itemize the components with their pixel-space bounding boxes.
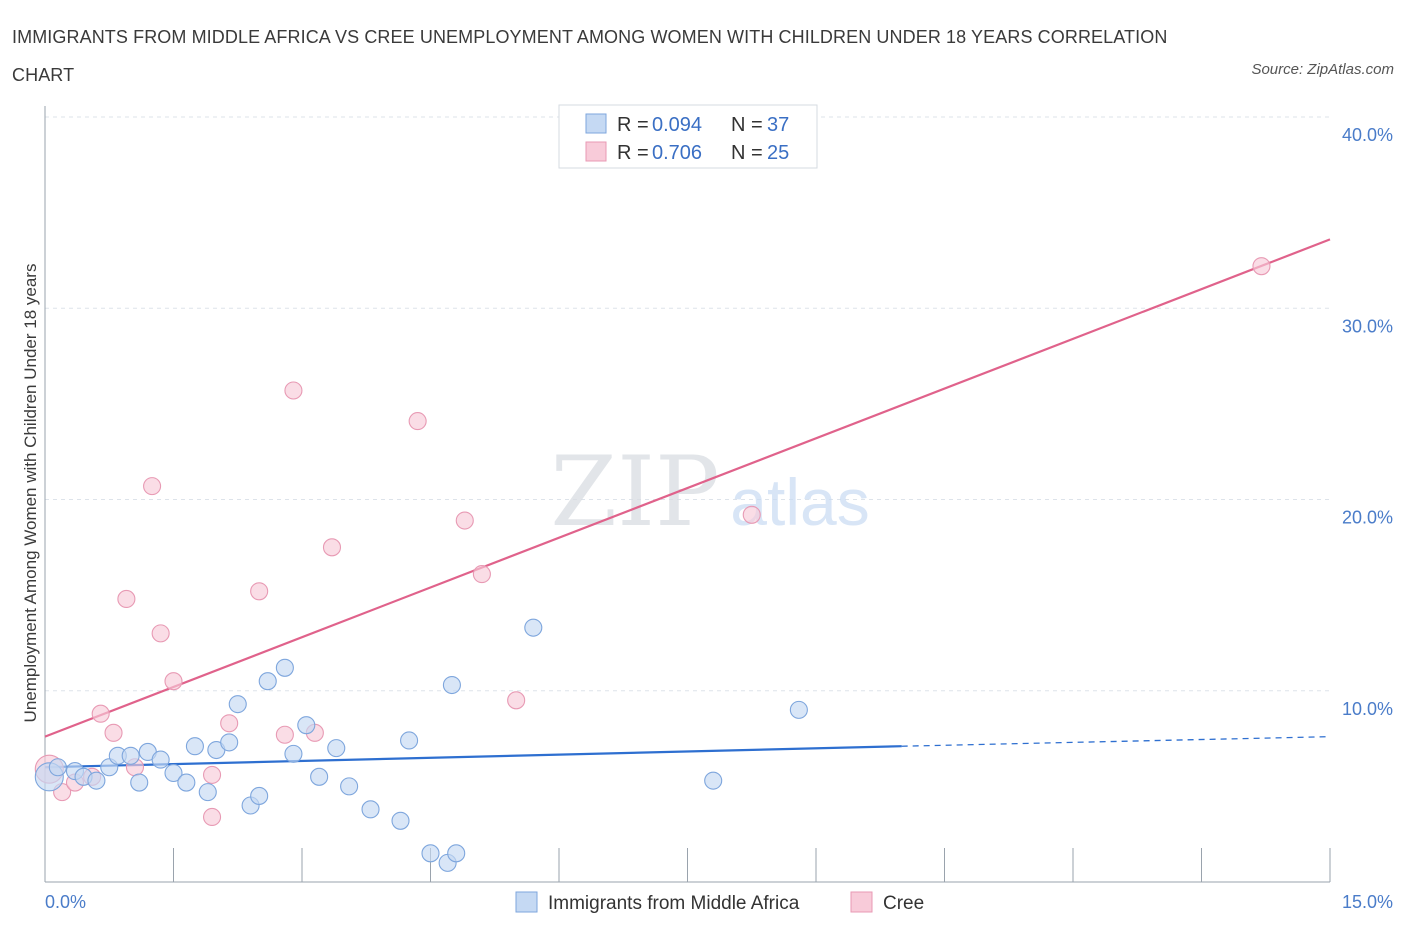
data-point-blue	[130, 773, 149, 792]
axes	[44, 106, 1331, 883]
trend-lines	[44, 238, 1331, 769]
data-point-blue	[447, 844, 466, 863]
data-point-blue	[327, 739, 346, 758]
data-point-pink	[220, 714, 239, 733]
watermark: ZIP atlas	[550, 436, 869, 548]
data-point-blue	[391, 811, 410, 830]
data-point-blue	[228, 695, 247, 714]
data-point-blue	[524, 618, 543, 637]
gridlines	[45, 116, 1330, 692]
bottom-legend-swatch-blue	[515, 891, 538, 913]
data-point-blue	[361, 800, 380, 819]
trend-line-blue	[44, 745, 902, 769]
y-axis-label: Unemployment Among Women with Children U…	[21, 264, 40, 723]
data-point-blue	[284, 744, 303, 763]
y-tick-label: 40.0%	[1342, 125, 1393, 145]
data-points	[34, 257, 1271, 872]
data-point-pink	[408, 412, 427, 431]
data-point-pink	[455, 511, 474, 530]
trend-line-extension-blue	[901, 736, 1331, 747]
legend-n-label: N =	[731, 114, 763, 136]
data-point-pink	[742, 505, 761, 524]
data-point-pink	[203, 807, 222, 827]
legend-n-value: 25	[767, 142, 789, 164]
tick-labels: 10.0% 20.0% 30.0% 40.0% 0.0% 15.0%	[45, 125, 1393, 912]
data-point-blue	[151, 750, 170, 769]
bottom-legend-label: Cree	[883, 893, 924, 914]
data-point-pink	[164, 672, 183, 691]
data-point-blue	[421, 844, 440, 863]
legend-swatch-blue	[585, 113, 607, 134]
data-point-pink	[91, 704, 110, 723]
y-tick-label: 30.0%	[1342, 316, 1393, 336]
data-point-pink	[117, 589, 136, 609]
data-point-blue	[789, 700, 808, 719]
data-point-pink	[275, 725, 294, 744]
data-point-blue	[400, 731, 419, 750]
data-point-blue	[340, 777, 359, 796]
data-point-pink	[151, 624, 170, 643]
y-tick-label: 10.0%	[1342, 699, 1393, 719]
data-point-blue	[250, 786, 269, 805]
data-point-blue	[87, 771, 106, 790]
legend-n-label: N =	[731, 142, 763, 164]
data-point-pink	[143, 477, 162, 496]
legend-r-label: R =	[617, 114, 649, 136]
data-point-blue	[177, 773, 196, 792]
legend-r-value: 0.094	[652, 114, 702, 136]
data-point-pink	[507, 691, 526, 710]
data-point-blue	[164, 763, 183, 783]
bottom-legend: Immigrants from Middle Africa Cree	[515, 891, 924, 914]
data-point-pink	[203, 765, 222, 784]
data-point-pink	[284, 381, 303, 400]
data-point-blue	[185, 737, 204, 756]
legend-r-value: 0.706	[652, 142, 702, 164]
data-point-pink	[104, 723, 123, 742]
trend-line-pink	[44, 238, 1331, 738]
x-tick-label: 0.0%	[45, 892, 86, 912]
x-tick-label: 15.0%	[1342, 892, 1393, 912]
source-label: Source: ZipAtlas.com	[1251, 61, 1394, 78]
data-point-blue	[258, 672, 277, 691]
bottom-legend-swatch-pink	[850, 891, 873, 913]
watermark-atlas: atlas	[730, 465, 869, 539]
data-point-blue	[310, 767, 329, 786]
data-point-blue	[704, 771, 723, 790]
data-point-blue	[198, 783, 217, 802]
data-point-blue	[442, 675, 461, 695]
bottom-legend-label: Immigrants from Middle Africa	[548, 893, 800, 914]
data-point-pink	[1252, 257, 1271, 276]
data-point-blue	[297, 716, 316, 735]
data-point-pink	[472, 565, 491, 584]
data-point-pink	[322, 538, 342, 557]
data-point-blue	[48, 758, 67, 777]
legend-n-value: 37	[767, 114, 789, 136]
legend-swatch-pink	[585, 141, 607, 162]
data-point-blue	[121, 746, 140, 765]
y-tick-label: 20.0%	[1342, 508, 1393, 528]
data-point-blue	[275, 658, 294, 677]
data-point-blue	[220, 733, 239, 752]
legend-r-label: R =	[617, 142, 649, 164]
data-point-pink	[250, 582, 269, 601]
chart-title: IMMIGRANTS FROM MIDDLE AFRICA VS CREE UN…	[12, 27, 1168, 85]
legend-box: R = 0.094 N = 37 R = 0.706 N = 25	[558, 104, 818, 169]
